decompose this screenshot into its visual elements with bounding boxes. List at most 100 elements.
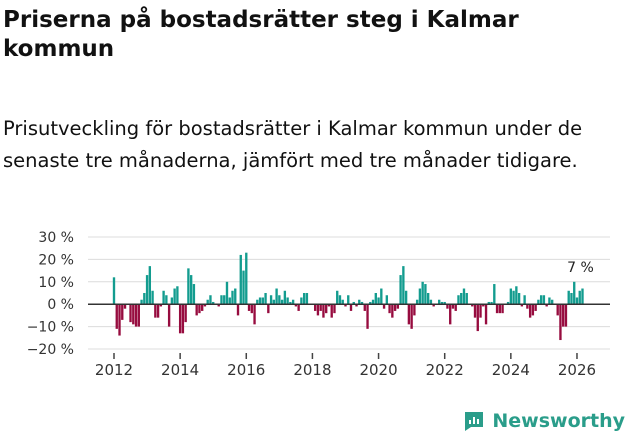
chart-title: Priserna på bostadsrätter steg i Kalmar … (3, 7, 519, 62)
bar (286, 297, 289, 305)
bar (316, 304, 320, 316)
bar (487, 301, 490, 305)
bar (446, 304, 449, 309)
bar (261, 297, 264, 305)
bar (476, 304, 479, 332)
bar (490, 301, 493, 305)
bar (189, 275, 193, 305)
bar (305, 293, 309, 305)
bar (272, 299, 276, 305)
bar (184, 304, 187, 323)
bar (454, 304, 457, 311)
bar (399, 275, 402, 305)
bar (360, 301, 364, 305)
bar (236, 304, 240, 316)
bar (471, 304, 474, 307)
bar (523, 295, 526, 305)
labels: −20 % −10 % 0 % 10 % 20 % 30 % 2012 2014 2016 201… (27, 230, 596, 379)
bar (512, 290, 515, 305)
bar (294, 304, 298, 307)
bar (250, 304, 253, 314)
bar (352, 301, 355, 305)
grid (88, 236, 610, 350)
bar (545, 304, 548, 307)
newsworthy-logo-icon (465, 412, 484, 431)
bar (143, 293, 146, 305)
bar (118, 304, 121, 336)
x-tick-label: 2022 (426, 361, 464, 379)
y-tick-label: 20 % (38, 252, 74, 268)
bar (534, 304, 537, 311)
bar (231, 290, 234, 305)
bar (267, 304, 270, 314)
bar (380, 288, 383, 305)
bar (283, 290, 287, 305)
bar (269, 295, 273, 305)
bar (115, 304, 118, 329)
bar (156, 304, 160, 318)
y-tick-label: 10 % (38, 275, 74, 291)
bar (402, 266, 405, 305)
bar (280, 299, 284, 305)
bar (517, 293, 521, 305)
bar (363, 304, 366, 311)
bar (220, 295, 223, 305)
bar (457, 295, 460, 305)
bar (341, 299, 344, 305)
bar (300, 297, 303, 305)
bar (302, 293, 306, 305)
bar (531, 304, 535, 316)
bar (223, 295, 226, 305)
bar (482, 304, 485, 307)
bar (325, 304, 328, 314)
bar (291, 299, 295, 305)
bar (371, 299, 375, 305)
bar (550, 299, 554, 305)
bar (225, 281, 229, 305)
bar (369, 301, 372, 305)
bar (209, 295, 212, 305)
bar (578, 290, 581, 305)
bar (134, 304, 138, 327)
bar (217, 304, 220, 307)
bar (355, 304, 358, 307)
y-tick-label: −20 % (27, 342, 74, 358)
bar (520, 304, 524, 307)
bar (242, 270, 245, 305)
bar (493, 284, 496, 305)
bar (344, 304, 347, 307)
bar (575, 297, 579, 305)
bar (170, 297, 174, 305)
bar-chart: −20 % −10 % 0 % 10 % 20 % 30 % 2012 2014 2016 201… (27, 230, 610, 379)
bar (203, 304, 207, 307)
bar (181, 304, 185, 334)
bar (313, 304, 317, 311)
bar (148, 266, 152, 305)
bar (366, 304, 369, 329)
x-tick-label: 2026 (558, 361, 596, 379)
bar (151, 290, 154, 305)
bar (443, 301, 446, 305)
bar (410, 304, 413, 329)
bar (473, 304, 477, 318)
bar (542, 295, 546, 305)
bar (358, 299, 361, 305)
bar (391, 304, 394, 318)
bar (154, 304, 157, 318)
bar (327, 304, 331, 307)
bar (515, 286, 518, 305)
x-tick-label: 2020 (359, 361, 397, 379)
y-tick-label: −10 % (27, 320, 74, 336)
y-tick-label: 30 % (38, 230, 74, 246)
bar (479, 304, 482, 318)
bars (112, 252, 584, 341)
bar (256, 299, 259, 305)
bar (559, 304, 562, 341)
bar (562, 304, 565, 327)
bar (539, 295, 543, 305)
bar (173, 288, 176, 305)
bar (121, 304, 124, 320)
y-tick-label: 0 % (47, 297, 74, 313)
bar (228, 297, 231, 305)
bar (195, 304, 198, 316)
